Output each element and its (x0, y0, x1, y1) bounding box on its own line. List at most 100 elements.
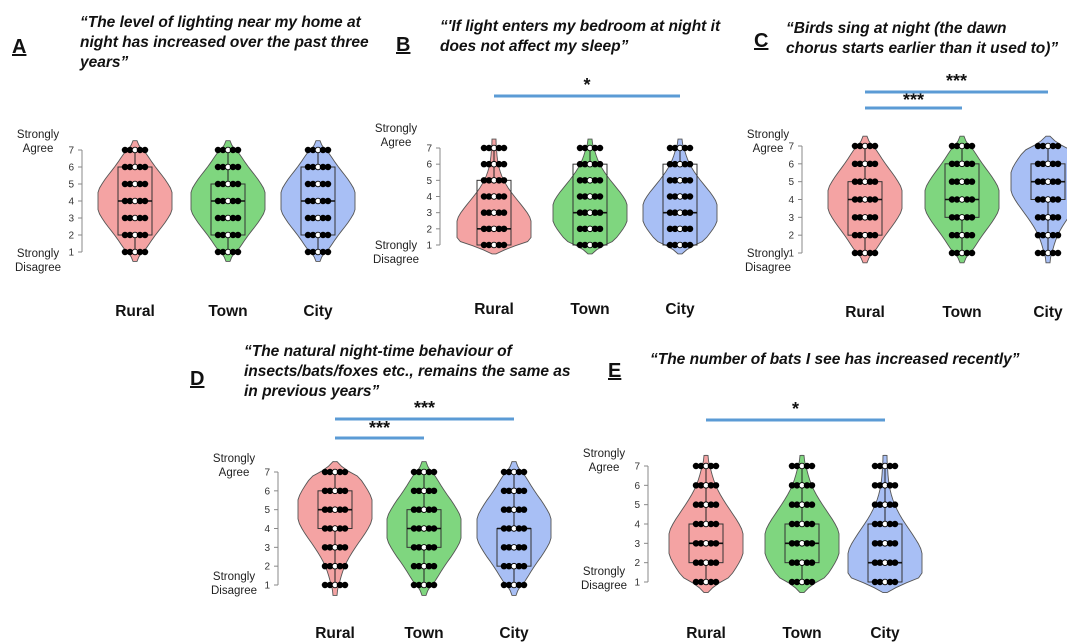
y-tick-label-e-7: 7 (634, 462, 640, 473)
panel-letter-d: D (190, 368, 205, 390)
y-tick-label-d-4: 4 (264, 524, 270, 535)
point-c-rural-2-4 (871, 231, 879, 239)
point-d-town-3-4 (430, 544, 438, 551)
point-e-city-5-4 (891, 501, 899, 508)
y-tick-label-a-1: 1 (68, 248, 74, 259)
point-e-town-4-4 (808, 520, 816, 528)
point-a-town-5-4 (234, 180, 242, 188)
point-b-rural-5-4 (500, 177, 508, 184)
y-tick-label-e-3: 3 (634, 539, 640, 550)
point-e-rural-7-4 (712, 462, 720, 470)
point-b-city-4-4 (686, 193, 694, 200)
y-tick-label-c-3: 3 (788, 213, 794, 224)
point-a-town-1-4 (234, 248, 242, 256)
point-d-rural-3-4 (341, 544, 349, 551)
y-tick-label-b-4: 4 (426, 192, 432, 203)
point-d-town-4-4 (430, 525, 438, 532)
point-a-town-2-4 (234, 231, 242, 239)
point-a-rural-6-4 (141, 163, 149, 171)
point-a-rural-2-4 (141, 231, 149, 239)
panel-title-d: “The natural night-time behaviour of ins… (244, 343, 571, 400)
point-d-city-1-4 (520, 581, 528, 589)
point-d-town-5-4 (430, 506, 438, 513)
panel-title-c: “Birds sing at night (the dawn chorus st… (786, 20, 1059, 57)
point-c-town-4-4 (968, 196, 976, 203)
y-tick-label-c-1: 1 (788, 249, 794, 260)
point-e-city-4-4 (891, 520, 899, 528)
point-c-city-1-4 (1054, 249, 1062, 257)
point-b-town-6-4 (596, 160, 604, 168)
y-tick-label-d-7: 7 (264, 468, 270, 479)
significance-label-d-2: *** (414, 398, 435, 418)
category-label-b-rural: Rural (474, 301, 514, 318)
point-d-city-7-4 (520, 468, 528, 476)
significance-label-b-1: * (583, 75, 590, 95)
point-d-city-3-4 (520, 544, 528, 551)
ylabel-top-c: Strongly Agree (746, 129, 790, 155)
significance-label-c-1: *** (903, 90, 924, 110)
point-c-city-2-4 (1054, 231, 1062, 239)
point-d-rural-2-4 (341, 562, 349, 570)
point-d-rural-4-4 (341, 525, 349, 532)
point-a-rural-7-4 (141, 146, 149, 154)
point-e-town-7-4 (808, 462, 816, 470)
y-tick-label-c-6: 6 (788, 159, 794, 170)
point-d-rural-7-4 (341, 468, 349, 476)
y-tick-label-d-2: 2 (264, 562, 270, 573)
category-label-a-rural: Rural (115, 303, 155, 320)
point-a-town-7-4 (234, 146, 242, 154)
y-tick-label-d-6: 6 (264, 486, 270, 497)
point-e-town-3-4 (808, 540, 816, 547)
ylabel-bottom-d: Strongly Disagree (210, 571, 258, 597)
category-label-e-town: Town (782, 625, 821, 642)
panel-letter-b: B (396, 34, 411, 56)
category-label-a-city: City (303, 303, 333, 320)
point-c-city-3-4 (1054, 214, 1062, 221)
ylabel-bottom-b: Strongly Disagree (372, 240, 420, 266)
point-a-rural-4-4 (141, 197, 149, 205)
point-d-rural-5-4 (341, 506, 349, 513)
point-a-city-6-4 (324, 163, 332, 171)
category-label-e-rural: Rural (686, 625, 726, 642)
y-tick-label-a-4: 4 (68, 197, 74, 208)
point-e-city-3-4 (891, 540, 899, 547)
panel-title-a: “The level of lighting near my home at n… (80, 14, 369, 71)
y-tick-label-b-7: 7 (426, 144, 432, 155)
point-c-town-5-4 (968, 178, 976, 185)
point-a-rural-5-4 (141, 180, 149, 188)
y-tick-label-a-5: 5 (68, 180, 74, 191)
y-tick-label-e-2: 2 (634, 558, 640, 569)
point-c-town-7-4 (968, 142, 976, 150)
point-a-city-4-4 (324, 197, 332, 205)
point-b-town-3-4 (596, 209, 604, 216)
point-b-city-2-4 (686, 225, 694, 233)
point-a-town-6-4 (234, 163, 242, 171)
point-d-city-2-4 (520, 562, 528, 570)
point-a-city-3-4 (324, 214, 332, 222)
point-e-rural-1-4 (712, 578, 720, 586)
point-d-city-5-4 (520, 506, 528, 513)
ylabel-top-e: Strongly Agree (582, 448, 626, 474)
y-tick-label-b-2: 2 (426, 224, 432, 235)
point-b-city-1-4 (686, 241, 694, 249)
point-e-town-6-4 (808, 482, 816, 489)
point-b-rural-2-4 (500, 225, 508, 233)
y-tick-label-d-5: 5 (264, 505, 270, 516)
point-c-rural-6-4 (871, 160, 879, 168)
ylabel-bottom-a: Strongly Disagree (14, 248, 62, 274)
y-tick-label-a-7: 7 (68, 146, 74, 157)
point-c-town-2-4 (968, 231, 976, 239)
y-tick-label-a-2: 2 (68, 231, 74, 242)
point-d-city-6-4 (520, 487, 528, 495)
y-tick-label-c-5: 5 (788, 177, 794, 188)
point-b-rural-3-4 (500, 209, 508, 216)
point-e-city-7-4 (891, 462, 899, 470)
y-tick-label-e-5: 5 (634, 500, 640, 511)
point-a-city-1-4 (324, 248, 332, 256)
point-a-city-5-4 (324, 180, 332, 188)
significance-label-c-2: *** (946, 71, 967, 91)
point-b-town-5-4 (596, 177, 604, 184)
y-tick-label-e-6: 6 (634, 481, 640, 492)
